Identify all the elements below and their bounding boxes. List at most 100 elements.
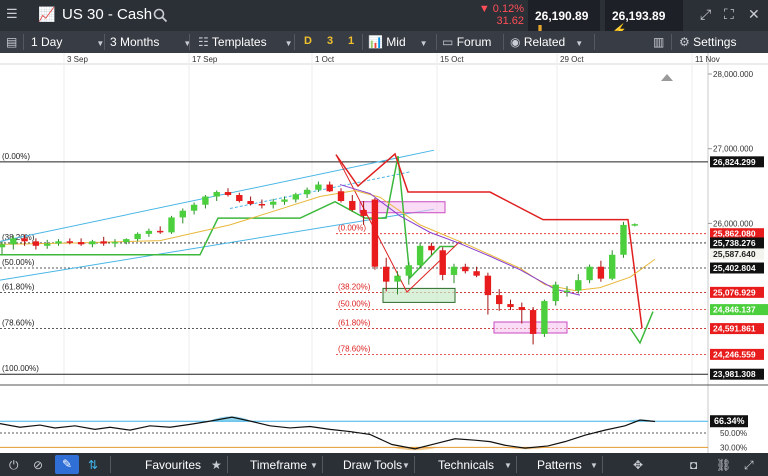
layout-icon[interactable]: ▤ — [6, 35, 18, 49]
price-tick-label: 26,000.000 — [713, 219, 754, 228]
gear-icon: ⚙ — [679, 35, 690, 49]
menu-icon[interactable]: ☰ — [6, 6, 18, 21]
candle-body — [89, 241, 96, 245]
fib-level-label: (78.60%) — [2, 319, 35, 328]
chevron-down-icon: ▼ — [183, 39, 192, 48]
candle-body — [270, 201, 277, 205]
draw-tools-label[interactable]: Draw Tools — [343, 458, 403, 472]
divider — [594, 34, 595, 50]
range-select[interactable]: 3 Months ▼ — [110, 35, 191, 49]
timeframe-label[interactable]: Timeframe — [250, 458, 307, 472]
candle-body — [202, 196, 209, 205]
price-label-box — [710, 228, 764, 240]
price-label-box — [710, 262, 764, 274]
close-icon[interactable]: ✕ — [748, 6, 760, 22]
chevron-down-icon[interactable]: ▼ — [504, 461, 512, 470]
date-tick-label: 1 Oct — [315, 55, 335, 64]
candle-body — [21, 238, 28, 242]
date-tick-label: 3 Sep — [67, 55, 88, 64]
price-change: ▼ 0.12% 31.62 — [478, 3, 524, 27]
line-chart-icon[interactable]: 📈 — [38, 6, 56, 22]
technicals-label[interactable]: Technicals — [438, 458, 495, 472]
sell-price-box[interactable]: 26,190.89 ⬇ — [528, 0, 600, 37]
candle-body — [609, 254, 616, 279]
candle-body — [134, 233, 141, 240]
range-label: 3 Months — [110, 35, 160, 49]
period-1-button[interactable]: 1 — [348, 35, 355, 47]
candle-body — [236, 195, 243, 201]
price-label: 24,246.559 — [713, 349, 756, 359]
favourites-label[interactable]: Favourites — [145, 458, 202, 472]
settings-button[interactable]: ⚙ Settings — [679, 35, 736, 49]
candle-body — [315, 184, 322, 190]
interval-select[interactable]: 1 Day ▼ — [31, 35, 104, 49]
maximize-icon[interactable]: ⛶ — [724, 6, 734, 22]
candle-body — [111, 242, 119, 244]
candle-body — [349, 200, 356, 210]
candle-body — [303, 189, 311, 195]
candle-body — [450, 266, 458, 275]
crosshair-icon[interactable]: ✥ — [633, 458, 644, 472]
top-bar: ☰ 📈 US 30 - Cash ▼ 0.12% 31.62 26,190.89… — [0, 0, 768, 37]
candle-body — [541, 301, 548, 334]
price-label-box — [710, 237, 764, 249]
date-tick-label: 29 Oct — [560, 55, 584, 64]
fib-retracement-label: (0.00%) — [338, 224, 366, 233]
candle-body — [179, 210, 186, 218]
candle-body — [383, 266, 390, 282]
expand-icon[interactable]: ⤢ — [744, 458, 754, 472]
camera-icon[interactable]: ◘ — [690, 458, 698, 472]
star-icon[interactable]: ★ — [211, 458, 222, 472]
divider — [436, 34, 437, 50]
block-icon[interactable]: ⊘ — [33, 458, 44, 472]
candle-body — [484, 275, 492, 296]
supertrend-red-line — [335, 152, 643, 329]
candle-body — [326, 184, 333, 192]
date-tick-label: 11 Nov — [695, 55, 720, 64]
document-icon[interactable]: ▥ — [653, 35, 665, 49]
divider — [503, 34, 504, 50]
down-arrow-icon: ⬇ — [535, 23, 546, 37]
price-type-select[interactable]: 📊 Mid ▼ — [368, 35, 428, 49]
change-absolute: 31.62 — [496, 15, 524, 27]
forum-label: Forum — [456, 35, 492, 49]
candle-body — [360, 209, 367, 216]
candle-body — [405, 265, 412, 276]
moving-average-line — [339, 184, 581, 296]
divider — [322, 456, 323, 473]
candle-body — [371, 199, 379, 267]
chevron-down-icon[interactable]: ▼ — [402, 461, 410, 470]
resize-icon[interactable]: ⤢ — [700, 6, 712, 22]
chevron-down-icon[interactable]: ▼ — [590, 461, 598, 470]
candle-body — [190, 204, 198, 211]
related-select[interactable]: ◉ Related ▼ — [510, 35, 583, 49]
period-3-button[interactable]: 3 — [327, 35, 334, 47]
pencil-icon[interactable]: ✎ — [55, 455, 79, 474]
candle-body — [462, 266, 469, 272]
price-tick-label: 27,000.000 — [713, 145, 754, 154]
candle-body — [213, 192, 220, 197]
templates-button[interactable]: ☷ Templates ▼ — [198, 35, 293, 49]
price-type-label: Mid — [386, 35, 406, 49]
period-d-button[interactable]: D — [304, 35, 312, 47]
search-icon[interactable] — [153, 8, 168, 23]
moving-average-line — [0, 190, 656, 292]
magnet-icon[interactable]: ⇅ — [88, 458, 99, 472]
chevron-down-icon[interactable]: ▼ — [310, 461, 318, 470]
oscillator-level-label: 50.00% — [720, 429, 747, 438]
candle-body — [496, 295, 503, 305]
chevron-down-icon: ▼ — [284, 39, 293, 48]
sell-price: 26,190.89 — [535, 9, 589, 23]
patterns-label[interactable]: Patterns — [537, 458, 582, 472]
price-label-box — [710, 248, 764, 260]
instrument-title[interactable]: US 30 - Cash — [62, 6, 153, 23]
forum-button[interactable]: ▭ Forum — [442, 35, 491, 49]
price-label-box — [710, 286, 764, 298]
price-chart[interactable]: 3 Sep 17 Sep 1 Oct 15 Oct 29 Oct 11 Nov 28,000… — [0, 53, 768, 453]
buy-price-box[interactable]: 26,193.89 ⚡ — [605, 0, 683, 37]
power-icon[interactable]: ⏻ — [9, 458, 19, 472]
link-icon[interactable]: ⛓ — [716, 458, 732, 472]
price-label-box — [710, 323, 764, 335]
date-tick-label: 17 Sep — [192, 55, 218, 64]
chart-area[interactable]: 3 Sep 17 Sep 1 Oct 15 Oct 29 Oct 11 Nov 28,000… — [0, 53, 768, 453]
